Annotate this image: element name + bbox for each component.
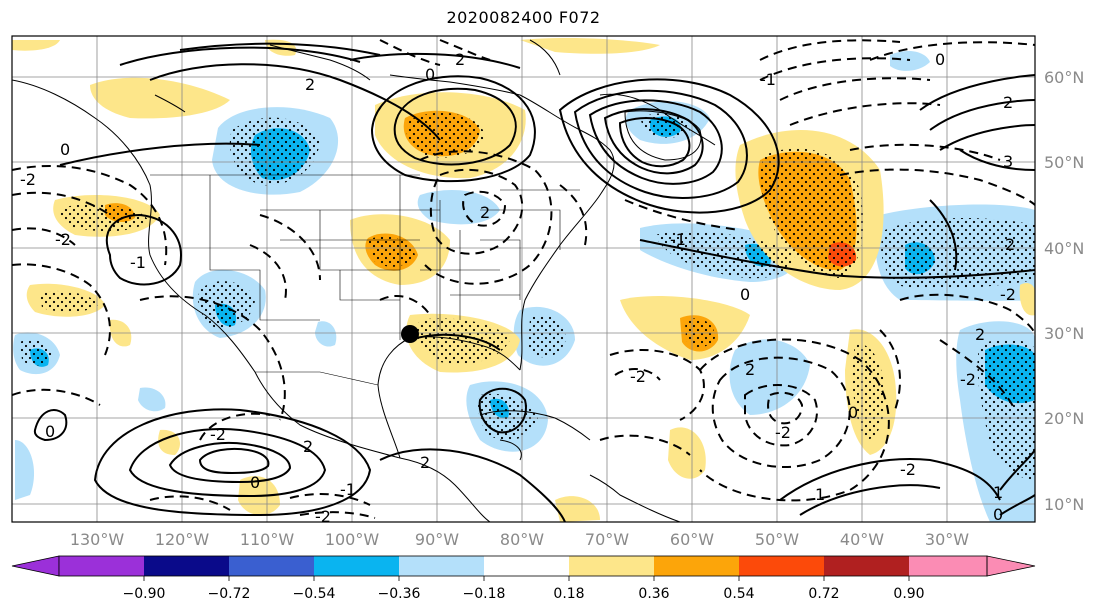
contour-label: -1 — [130, 253, 146, 272]
contours-solid — [33, 42, 1035, 522]
colorbar-tick-label: 0.90 — [893, 586, 924, 602]
lat-tick-label: 30°N — [1044, 324, 1084, 343]
contour-label: 2 — [1003, 93, 1013, 112]
lon-tick-label: 90°W — [415, 530, 459, 549]
contour-labels: 2 0 2 0 -2 -2 -1 2 0 -1 -2 2 0 -2 2 -2 2… — [20, 50, 1016, 526]
colorbar-extend-high — [986, 555, 1036, 577]
colorbar-tick-label: 0.18 — [553, 586, 584, 602]
contour-label: -2 — [900, 460, 916, 479]
contour-label: -2 — [20, 170, 36, 189]
colorbar-segment — [569, 556, 654, 576]
colorbar-tick-label: −0.72 — [208, 586, 251, 602]
contour-label: 2 — [745, 360, 755, 379]
lon-tick-label: 110°W — [240, 530, 295, 549]
contour-label: 0 — [740, 285, 750, 304]
contour-label: 0 — [45, 422, 55, 441]
contour-label: 1 — [993, 483, 1003, 502]
lon-tick-label: 50°W — [755, 530, 799, 549]
contour-label: 0 — [60, 140, 70, 159]
lon-tick-label: 130°W — [70, 530, 125, 549]
contour-label: 2 — [303, 437, 313, 456]
contour-label: 2 — [480, 203, 490, 222]
contour-label: -2 — [55, 230, 71, 249]
colorbar-segment — [739, 556, 824, 576]
colorbar-segment — [144, 556, 229, 576]
contour-label: -2 — [960, 370, 976, 389]
lon-tick-label: 60°W — [670, 530, 714, 549]
contour-label: -1 — [760, 70, 776, 89]
contour-label: 2 — [1005, 235, 1015, 254]
contour-label: 0 — [848, 403, 858, 422]
colorbar: −0.90 −0.72 −0.54 −0.36 −0.18 0.18 0.36 … — [11, 555, 1036, 602]
map-border — [11, 35, 1036, 523]
lat-tick-label: 50°N — [1044, 153, 1084, 172]
contour-label: -2 — [775, 423, 791, 442]
colorbar-segment — [229, 556, 314, 576]
colorbar-tick-label: −0.36 — [378, 586, 421, 602]
lon-tick-label: 70°W — [585, 530, 629, 549]
colorbar-segment — [59, 556, 144, 576]
colorbar-tick-label: 0.72 — [808, 586, 839, 602]
colorbar-tick-label: −0.18 — [463, 586, 506, 602]
contour-label: -2 — [1000, 285, 1016, 304]
contour-label: 2 — [305, 75, 315, 94]
political-borders — [150, 174, 580, 386]
latitude-labels: 60°N 50°N 40°N 30°N 20°N 10°N — [1044, 68, 1084, 514]
lon-tick-label: 100°W — [325, 530, 380, 549]
contour-label: 2 — [455, 50, 465, 69]
contour-label: -2 — [210, 425, 226, 444]
lat-tick-label: 10°N — [1044, 495, 1084, 514]
colorbar-segment — [909, 556, 987, 576]
lat-tick-label: 40°N — [1044, 239, 1084, 258]
colorbar-tick-label: −0.54 — [293, 586, 336, 602]
contours-dashed — [12, 39, 1035, 519]
colorbar-tick-label: 0.36 — [638, 586, 669, 602]
lon-tick-label: 30°W — [925, 530, 969, 549]
contour-label: 0 — [250, 473, 260, 492]
map-title: 2020082400 F072 — [446, 8, 601, 27]
colorbar-segment — [314, 556, 399, 576]
colorbar-segment — [484, 556, 569, 576]
colorbar-extend-low — [11, 555, 60, 577]
contour-label: 0 — [425, 65, 435, 84]
contour-label: 0 — [993, 505, 1003, 524]
storm-center-marker — [401, 325, 419, 343]
contour-label: -1 — [670, 230, 686, 249]
colorbar-tick-label: −0.90 — [123, 586, 166, 602]
lon-tick-label: 40°W — [840, 530, 884, 549]
lon-tick-label: 80°W — [500, 530, 544, 549]
lat-tick-label: 60°N — [1044, 68, 1084, 87]
colorbar-segment — [654, 556, 739, 576]
contour-label: 1 — [815, 485, 825, 504]
contour-label: -2 — [315, 507, 331, 526]
colorbar-tick-label: 0.54 — [723, 586, 754, 602]
lon-tick-label: 120°W — [155, 530, 210, 549]
lat-tick-label: 20°N — [1044, 409, 1084, 428]
contour-label: 2 — [975, 325, 985, 344]
contour-label: 3 — [1003, 152, 1013, 171]
longitude-labels: 130°W 120°W 110°W 100°W 90°W 80°W 70°W 6… — [70, 530, 969, 549]
colorbar-segment — [824, 556, 909, 576]
contour-label: 2 — [420, 453, 430, 472]
contour-label: 0 — [935, 50, 945, 69]
colorbar-segment — [399, 556, 484, 576]
contour-label: -2 — [630, 367, 646, 386]
contour-label: -1 — [340, 480, 356, 499]
